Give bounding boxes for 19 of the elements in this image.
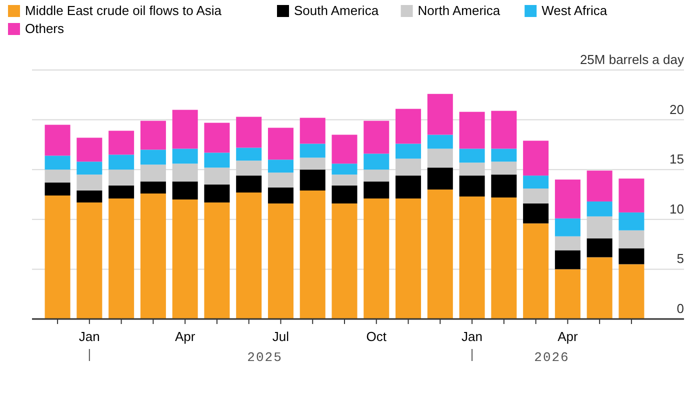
x-tick-label: Apr bbox=[174, 329, 196, 344]
legend-label: South America bbox=[294, 3, 380, 18]
y-tick-label: 25M barrels a day bbox=[580, 52, 684, 67]
x-tick-label: Jan bbox=[78, 329, 100, 344]
x-tick-label: Jan bbox=[462, 329, 483, 344]
legend-label: North America bbox=[418, 3, 501, 18]
y-tick-label: 10 bbox=[670, 201, 684, 216]
y-tick-label: 5 bbox=[676, 251, 684, 266]
x-tick-label: Jul bbox=[272, 329, 290, 344]
text: 2026 bbox=[534, 350, 570, 365]
y-tick-label: 15 bbox=[670, 152, 684, 167]
y-tick-label: 0 bbox=[676, 301, 684, 316]
legend-label: Middle East crude oil flows to Asia bbox=[25, 3, 222, 18]
legend-label: West Africa bbox=[542, 3, 608, 18]
y-tick-label: 20 bbox=[670, 102, 684, 117]
x-tick-label: Oct bbox=[366, 329, 387, 344]
legend-label: Others bbox=[25, 21, 65, 36]
x-tick-label: Apr bbox=[558, 329, 578, 344]
text: 2025 bbox=[247, 350, 282, 365]
